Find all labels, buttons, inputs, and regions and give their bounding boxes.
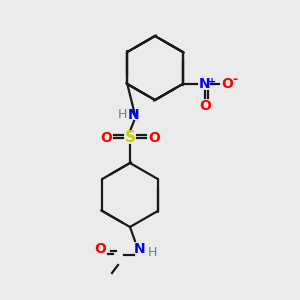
Text: H: H <box>147 245 157 259</box>
Text: O: O <box>100 131 112 145</box>
Text: O: O <box>94 242 106 256</box>
Text: N: N <box>199 77 211 91</box>
Text: -: - <box>232 73 237 85</box>
Text: S: S <box>124 130 136 146</box>
Text: H: H <box>117 109 127 122</box>
Text: +: + <box>208 77 216 87</box>
Text: O: O <box>221 77 233 91</box>
Text: O: O <box>199 99 211 113</box>
Text: O: O <box>148 131 160 145</box>
Text: N: N <box>128 108 140 122</box>
Text: N: N <box>134 242 146 256</box>
